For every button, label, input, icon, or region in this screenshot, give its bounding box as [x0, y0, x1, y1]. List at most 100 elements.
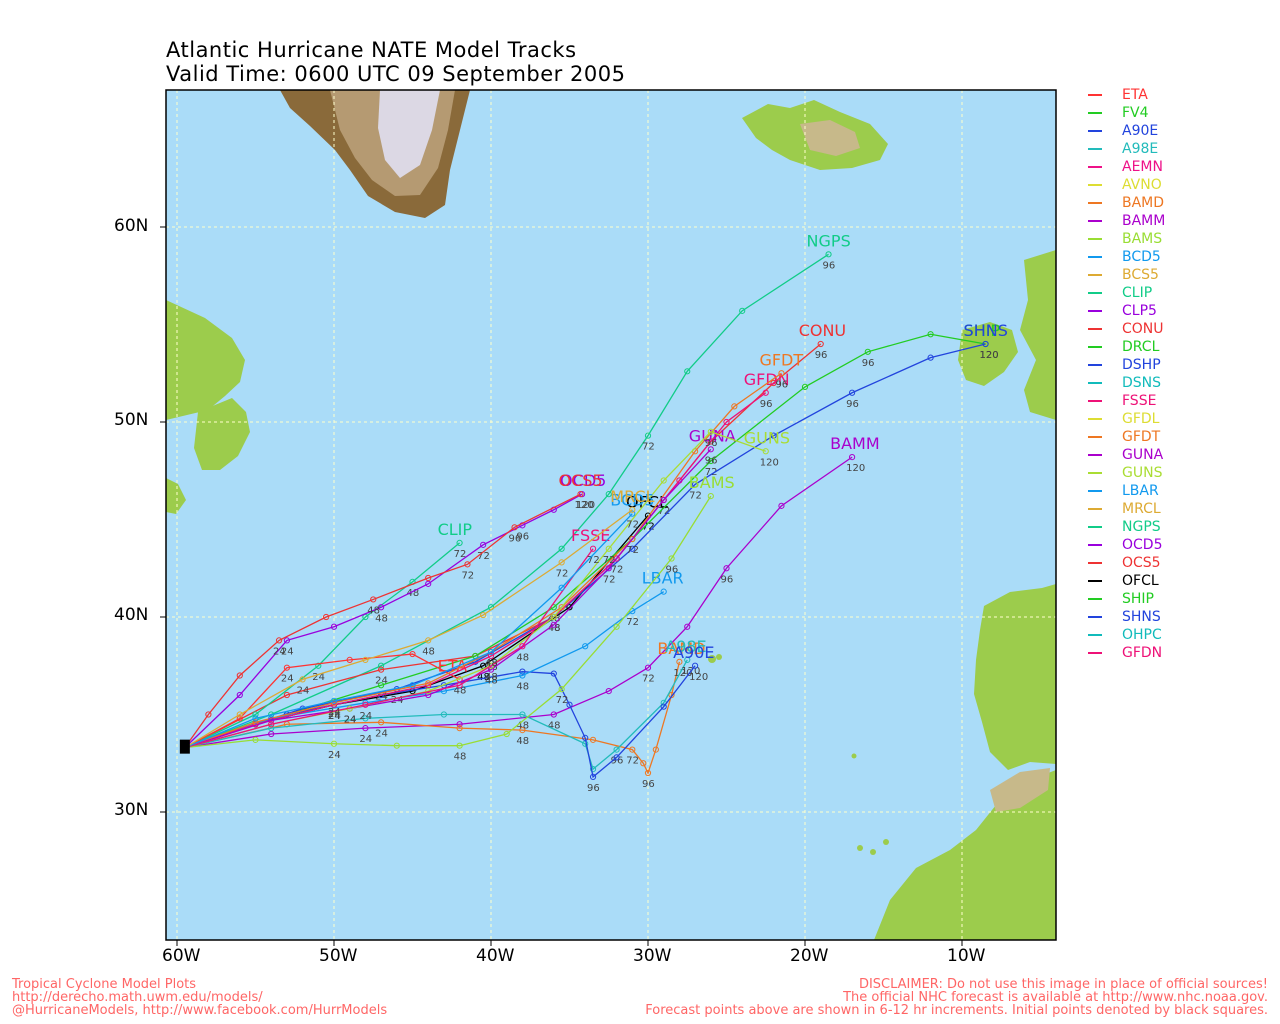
track-point [676, 658, 683, 665]
legend-label: GFDN [1122, 645, 1163, 661]
track-point [440, 711, 447, 718]
legend-label: MRCL [1122, 501, 1161, 517]
forecast-hour-label: 96 [815, 350, 828, 361]
forecast-hour-label: 48 [516, 721, 529, 732]
legend-item: BCS5 [1088, 266, 1165, 284]
legend-item: GFDN [1088, 644, 1165, 662]
forecast-hour-label: 72 [603, 574, 616, 585]
track-point [864, 348, 871, 355]
legend-swatch [1088, 580, 1102, 582]
legend-label: GFDT [1122, 429, 1161, 445]
track-point [236, 715, 243, 722]
legend-item: ETA [1088, 86, 1165, 104]
forecast-hour-label: 24 [359, 711, 372, 722]
forecast-hour-label: 48 [454, 685, 467, 696]
legend-swatch [1088, 418, 1102, 420]
track-point [503, 730, 510, 738]
map-frame [165, 89, 1057, 941]
legend-item: SHNS [1088, 608, 1165, 626]
legend-swatch [1088, 328, 1102, 330]
track-point [566, 701, 573, 708]
track-end-label: GFDN [744, 370, 790, 389]
forecast-hour-label: 72 [642, 522, 655, 533]
forecast-hour-label: 24 [281, 674, 294, 685]
track-line-ocs5 [184, 493, 581, 749]
lat-label-50n: 50N [114, 410, 149, 430]
track-point [778, 370, 785, 377]
forecast-hour-label: 96 [642, 779, 655, 790]
forecast-hour-label: 120 [689, 672, 708, 683]
legend-label: OFCL [1122, 573, 1159, 589]
track-line-ocd5 [184, 493, 583, 749]
legend-item: GUNS [1088, 464, 1165, 482]
forecast-hour-label: 72 [603, 555, 616, 566]
grid-lines [166, 90, 1056, 940]
lon-label-50w: 50W [319, 946, 358, 966]
iberia-land [974, 584, 1056, 770]
track-point [668, 691, 675, 699]
track-point [613, 555, 620, 562]
legend-label: CLIP [1122, 285, 1153, 301]
track-line-bams [184, 495, 712, 749]
forecast-hour-label: 48 [548, 623, 561, 634]
track-point [487, 649, 495, 656]
track-point [566, 604, 573, 611]
legend-item: A90E [1088, 122, 1165, 140]
track-point [707, 493, 714, 500]
track-point [362, 725, 369, 732]
track-end-label: MRCL [610, 487, 654, 506]
track-end-label: NGPS [807, 231, 851, 250]
legend-swatch [1088, 202, 1102, 204]
legend-label: BAMS [1122, 231, 1163, 247]
track-end-label: OCD5 [560, 471, 606, 490]
track-line-bamd [184, 661, 681, 775]
forecast-hour-label: 96 [587, 783, 600, 794]
track-end-label: A98E [665, 637, 706, 656]
forecast-hour-label: 24 [312, 672, 325, 683]
track-point [464, 561, 471, 568]
legend: ETA FV4 A90E A98E AEMN AVNO BAMD BAMM BAMS BCD5 BC… [1088, 86, 1165, 662]
lon-label-60w: 60W [162, 946, 201, 966]
track-point [550, 711, 557, 718]
forecast-hour-label: 96 [509, 533, 522, 544]
track-point [927, 354, 934, 361]
forecast-hour-label: 48 [516, 736, 529, 747]
legend-swatch [1088, 292, 1102, 294]
forecast-hour-label: 24 [344, 715, 357, 726]
forecast-hour-label: 96 [823, 260, 836, 271]
lat-label-30n: 30N [114, 800, 149, 820]
track-point [378, 604, 385, 611]
forecast-hour-label: 72 [626, 545, 639, 556]
forecast-hour-label: 48 [422, 646, 435, 657]
track-point [577, 491, 584, 498]
legend-item: BCD5 [1088, 248, 1165, 266]
legend-swatch [1088, 112, 1102, 114]
track-point [346, 656, 353, 664]
track-point [519, 711, 526, 718]
forecast-hour-label: 24 [344, 715, 357, 726]
forecast-hour-label: 72 [556, 568, 569, 579]
track-point [613, 746, 620, 753]
legend-item: LBAR [1088, 482, 1165, 500]
track-point [692, 481, 699, 488]
track-point [605, 545, 612, 552]
track-point [644, 664, 652, 671]
legend-item: DSHP [1088, 356, 1165, 374]
forecast-hour-label: 72 [626, 756, 639, 767]
track-point [582, 643, 589, 650]
forecast-hour-label: 24 [328, 711, 341, 722]
track-line-clip [184, 542, 461, 749]
track-point [283, 664, 290, 671]
track-point [707, 428, 714, 435]
track-point [927, 331, 934, 338]
legend-item: BAMS [1088, 230, 1165, 248]
forecast-hour-label: 72 [611, 565, 624, 576]
track-end-label: BAMS [689, 473, 735, 492]
legend-swatch [1088, 346, 1102, 348]
track-point [558, 559, 565, 566]
track-point [487, 652, 495, 660]
forecast-hour-label: 48 [477, 672, 490, 683]
forecast-hour-label: 24 [375, 676, 388, 687]
track-point [252, 715, 259, 722]
track-point [652, 746, 659, 753]
